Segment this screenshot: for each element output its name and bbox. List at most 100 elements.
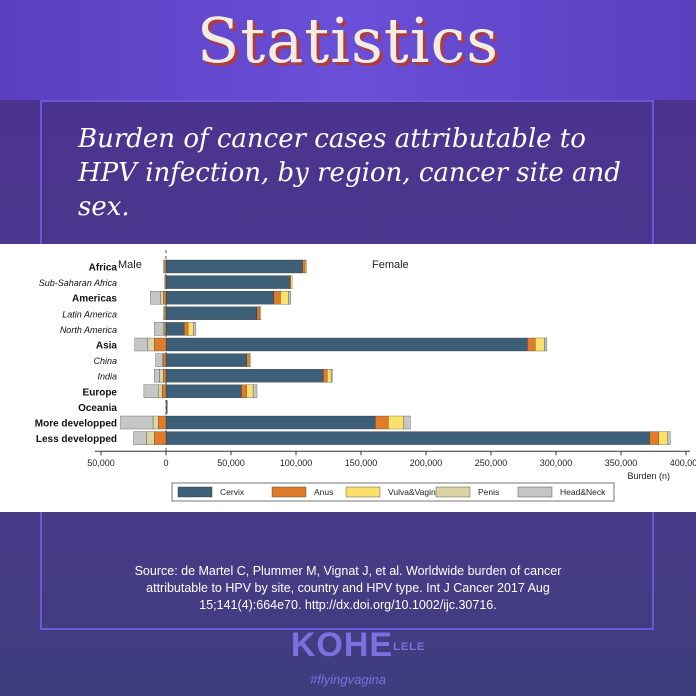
bar-female-vulvavagina bbox=[259, 306, 262, 320]
bar-female-vulvavagina bbox=[658, 431, 668, 445]
bar-male-anus bbox=[161, 384, 167, 398]
x-tick-label: 100,000 bbox=[280, 458, 313, 468]
category-label: North America bbox=[60, 325, 117, 335]
bar-female-vulvavagina bbox=[327, 369, 332, 383]
legend-label: Head&Neck bbox=[560, 487, 606, 497]
bar-female-anus bbox=[273, 291, 281, 305]
hpv-burden-chart: Male Female Africa Sub-Saharan Africa Americ… bbox=[35, 250, 696, 502]
bar-male-anus bbox=[164, 259, 167, 274]
legend-label: Penis bbox=[478, 487, 499, 497]
bar-female-anus bbox=[302, 259, 306, 274]
page-subtitle: Burden of cancer cases attributable to H… bbox=[78, 124, 621, 222]
x-tick-label: 350,000 bbox=[605, 458, 638, 468]
logo-side: LELE bbox=[393, 640, 426, 653]
bar-female-cervix bbox=[165, 384, 242, 398]
bar-female-anus bbox=[184, 322, 189, 336]
legend-swatch bbox=[271, 486, 307, 498]
bar-female-vulvavagina bbox=[388, 415, 405, 430]
bar-female-vulvavagina bbox=[280, 291, 289, 305]
bar-female-anus bbox=[323, 369, 328, 383]
bar-female-cervix bbox=[165, 275, 290, 289]
bar-female-cervix bbox=[165, 291, 275, 305]
top-banner bbox=[0, 0, 696, 100]
bar-female-headneck bbox=[330, 369, 333, 383]
bar-male-anus bbox=[154, 431, 167, 445]
category-label: Less developped bbox=[36, 434, 117, 445]
legend-label: Anus bbox=[314, 487, 333, 497]
bar-female-vulvavagina bbox=[535, 337, 545, 352]
bar-male-headneck bbox=[155, 353, 163, 367]
bar-male-penis bbox=[159, 369, 164, 383]
bar-female-anus bbox=[289, 275, 291, 289]
source-citation: Source: de Martel C, Plummer M, Vignat J… bbox=[134, 564, 562, 612]
bar-female-vulvavagina bbox=[290, 275, 293, 289]
bar-female-headneck bbox=[667, 431, 671, 445]
x-tick-label: 50,000 bbox=[87, 458, 115, 468]
bar-male-penis bbox=[152, 415, 159, 430]
legend-swatch bbox=[345, 486, 381, 498]
category-label: India bbox=[97, 372, 117, 382]
bar-male-anus bbox=[154, 337, 167, 352]
bar-male-penis bbox=[158, 384, 163, 398]
bar-male-headneck bbox=[154, 322, 164, 336]
bar-female-cervix bbox=[165, 306, 258, 320]
bar-female-anus bbox=[241, 384, 247, 398]
bar-female-anus bbox=[256, 306, 260, 320]
bar-female-vulvavagina bbox=[246, 384, 254, 398]
x-tick-label: 400,000 bbox=[670, 458, 696, 468]
bar-male-headneck bbox=[120, 415, 154, 430]
logo-main: KOHE bbox=[290, 626, 394, 664]
category-label: Latin America bbox=[62, 309, 117, 319]
bar-female-cervix bbox=[165, 431, 650, 445]
bar-female-anus bbox=[527, 337, 536, 352]
category-label: Africa bbox=[89, 263, 118, 274]
bar-male-penis bbox=[147, 337, 155, 352]
bar-female-cervix bbox=[165, 400, 168, 414]
legend-label: Cervix bbox=[220, 487, 245, 497]
bar-female-cervix bbox=[165, 322, 185, 336]
bar-female-headneck bbox=[403, 415, 411, 430]
x-tick-label: 250,000 bbox=[475, 458, 508, 468]
legend-swatch bbox=[517, 486, 553, 498]
category-label: China bbox=[93, 356, 117, 366]
chart-panel: Male Female Africa Sub-Saharan Africa Americ… bbox=[0, 244, 696, 512]
legend-swatch bbox=[177, 486, 213, 498]
bar-female-anus bbox=[649, 431, 659, 445]
bar-female-cervix bbox=[165, 415, 376, 430]
brand-logo: KOHELELE bbox=[0, 626, 696, 665]
bar-male-penis bbox=[161, 353, 164, 367]
bar-male-anus bbox=[163, 291, 167, 305]
bar-male-anus bbox=[163, 353, 167, 367]
bar-male-headneck bbox=[143, 384, 159, 398]
bar-female-cervix bbox=[165, 353, 247, 367]
bar-female-vulvavagina bbox=[187, 322, 194, 336]
x-axis-label: Burden (n) bbox=[627, 471, 670, 481]
bar-male-penis bbox=[160, 291, 164, 305]
category-label: Sub-Saharan Africa bbox=[39, 278, 117, 288]
bar-male-anus bbox=[164, 322, 167, 336]
bar-male-anus bbox=[158, 415, 167, 430]
bar-male-headneck bbox=[150, 291, 161, 305]
x-tick-label: 200,000 bbox=[410, 458, 443, 468]
x-tick-label: 150,000 bbox=[345, 458, 378, 468]
bar-male-anus bbox=[164, 306, 167, 320]
category-label: Asia bbox=[96, 341, 118, 352]
bar-female-anus bbox=[246, 353, 250, 367]
panel-label-female: Female bbox=[372, 259, 409, 271]
bar-male-penis bbox=[163, 306, 165, 320]
bar-male-headneck bbox=[134, 337, 148, 352]
bar-male-headneck bbox=[133, 431, 147, 445]
bar-female-cervix bbox=[165, 337, 528, 352]
bar-female-headneck bbox=[544, 337, 548, 352]
category-label: Europe bbox=[83, 387, 118, 398]
bar-female-vulvavagina bbox=[249, 353, 251, 367]
page-title: Statistics bbox=[196, 4, 500, 77]
bar-female-cervix bbox=[165, 259, 303, 274]
bar-female-headneck bbox=[193, 322, 197, 336]
legend-label: Vulva&Vagina bbox=[388, 487, 441, 497]
x-tick-label: 0 bbox=[163, 458, 168, 468]
panel-label-male: Male bbox=[118, 259, 142, 271]
bar-male-anus bbox=[164, 275, 167, 289]
category-label: Oceania bbox=[78, 403, 117, 414]
category-label: Americas bbox=[72, 294, 117, 305]
